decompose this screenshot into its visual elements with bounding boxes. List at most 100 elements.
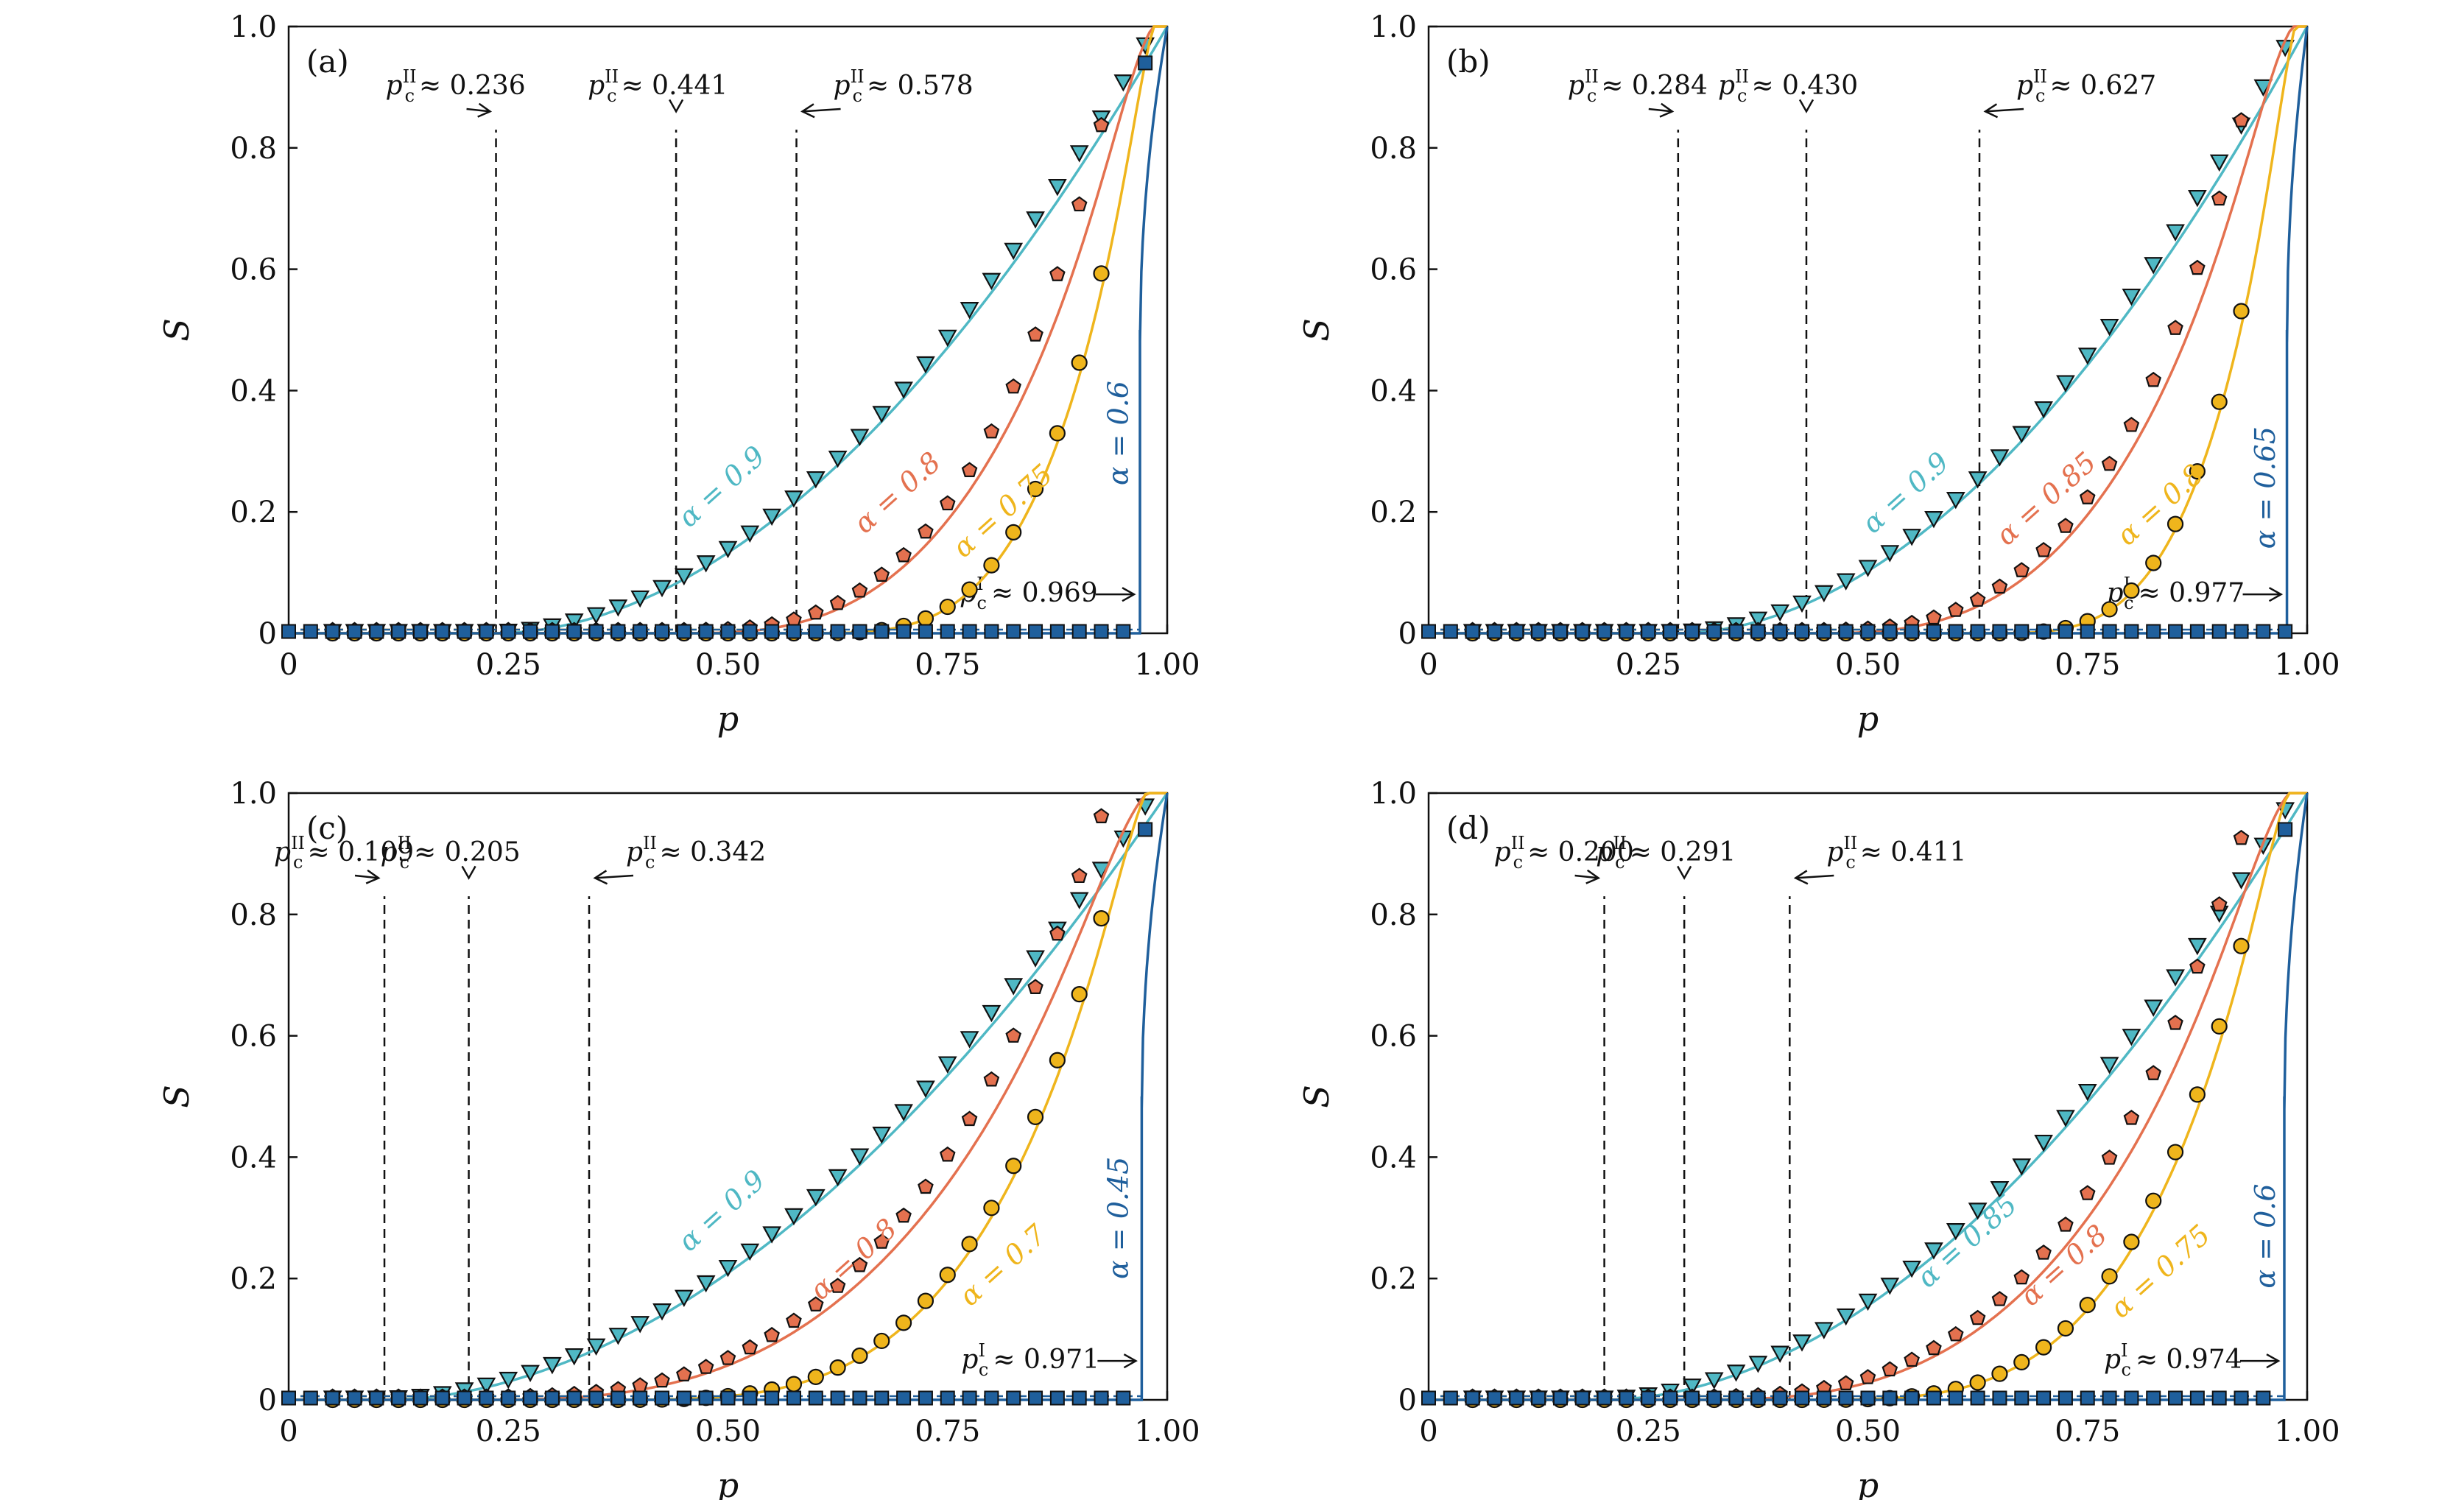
sim-marker (982, 1004, 1002, 1023)
sim-marker (303, 1390, 318, 1406)
y-tick-label: 0 (258, 617, 277, 651)
sim-marker (2012, 1158, 2032, 1176)
pc-II-label: pII c ≈ 0.236 (386, 66, 526, 106)
sim-marker (1792, 1334, 1812, 1352)
sim-marker (2101, 455, 2118, 471)
sim-marker (1026, 211, 1045, 229)
sim-marker (1006, 1390, 1021, 1406)
x-tick-label: 0.75 (915, 648, 980, 682)
sim-marker (2101, 1268, 2118, 1285)
sim-marker (1968, 1203, 1988, 1220)
sim-marker (499, 1371, 518, 1390)
sim-marker (1770, 604, 1790, 622)
sim-marker (1706, 1390, 1722, 1406)
axes-frame (287, 792, 1169, 1401)
sim-marker (1071, 196, 1088, 212)
sim-marker (1093, 808, 1110, 823)
x-tick-label: 0 (279, 648, 298, 682)
sim-marker (1421, 1390, 1436, 1406)
sim-marker (916, 356, 935, 374)
sim-marker (2166, 224, 2185, 242)
sim-marker (1837, 1375, 1854, 1391)
sim-marker (2034, 401, 2053, 419)
pc-I-label: pI c ≈ 0.971 (961, 1340, 1099, 1380)
sim-marker (2124, 1390, 2139, 1406)
pc-II-label: pII c ≈ 0.441 (588, 66, 728, 106)
sim-marker (1838, 624, 1854, 639)
sim-marker (347, 1390, 362, 1406)
series-0-65: α = 0.65 (1421, 26, 2309, 639)
sim-marker (872, 1127, 892, 1144)
sim-marker (1902, 529, 1922, 546)
sim-marker (652, 1303, 672, 1321)
sim-marker (2278, 822, 2293, 837)
sim-marker (1049, 1052, 1066, 1068)
sim-marker (1027, 1108, 1044, 1125)
sim-marker (1836, 1308, 1856, 1326)
sim-marker (874, 1390, 890, 1406)
sim-marker (2145, 371, 2162, 387)
sim-marker (633, 1390, 648, 1406)
panel-label: (d) (1446, 810, 1490, 846)
sim-marker (960, 1031, 979, 1049)
sim-marker (720, 624, 736, 639)
sim-marker (786, 1390, 801, 1406)
pc-I-arrow (1097, 1353, 1138, 1369)
theory-curve (1429, 792, 2309, 1401)
y-tick-label: 1.0 (1370, 10, 1417, 44)
sim-marker (962, 624, 977, 639)
sim-marker (806, 471, 826, 489)
y-tick-label: 1.0 (230, 10, 277, 44)
sim-marker (918, 523, 934, 539)
series-0-9: α = 0.9 (289, 792, 1169, 1408)
sim-marker (2122, 1029, 2141, 1046)
sim-marker (1836, 573, 1856, 591)
sim-marker (501, 1390, 516, 1406)
sim-marker (2102, 624, 2117, 639)
sim-marker (1049, 425, 1066, 442)
sim-marker (1006, 624, 1021, 639)
sim-marker (1773, 624, 1788, 639)
sim-marker (2234, 624, 2249, 639)
sim-marker (2077, 1083, 2097, 1102)
sim-marker (896, 1390, 912, 1406)
series-0-6: α = 0.6 (281, 26, 1169, 639)
sim-marker (564, 1348, 584, 1366)
pc-II-arrow (1574, 869, 1601, 884)
sim-marker (1968, 471, 1988, 489)
sim-marker (434, 624, 450, 639)
sim-marker (1814, 1322, 1834, 1339)
pc-II-label: pII c ≈ 0.578 (834, 66, 974, 106)
pc-II-arrow (1648, 102, 1675, 118)
sim-marker (2211, 624, 2227, 639)
series-0-8: α = 0.8 (1429, 792, 2307, 1404)
sim-marker (1071, 867, 1088, 884)
series-0-75: α = 0.75 (1429, 792, 2307, 1409)
sim-marker (2035, 1339, 2052, 1356)
sim-marker (1005, 378, 1022, 394)
sim-marker (784, 490, 803, 508)
y-tick-label: 0.8 (1370, 132, 1417, 166)
sim-marker (2233, 303, 2250, 320)
sim-marker (1116, 624, 1131, 639)
sim-marker (1860, 1390, 1876, 1406)
sim-marker (2099, 1057, 2119, 1074)
sim-marker (1619, 624, 1634, 639)
sim-marker (828, 1169, 848, 1187)
y-tick-label: 0.6 (230, 1020, 277, 1054)
theory-curve (289, 792, 1167, 1401)
sim-marker (1005, 1158, 1022, 1175)
y-tick-label: 0.2 (230, 496, 277, 529)
sim-marker (2211, 1018, 2228, 1035)
sim-marker (940, 1390, 955, 1406)
sim-marker (2145, 1192, 2162, 1209)
panel-d: 0 0.25 0.50 0.75 1.0000.20.40.60.81.0pS(d)pI… (1297, 777, 2340, 1500)
sim-marker (1882, 624, 1898, 639)
panel-label: (a) (306, 43, 349, 80)
sim-marker (894, 381, 913, 399)
sim-marker (566, 1390, 582, 1406)
sim-marker (784, 1208, 803, 1226)
sim-marker (939, 1267, 956, 1284)
sim-marker (719, 1350, 736, 1365)
sim-marker (1748, 1356, 1768, 1373)
